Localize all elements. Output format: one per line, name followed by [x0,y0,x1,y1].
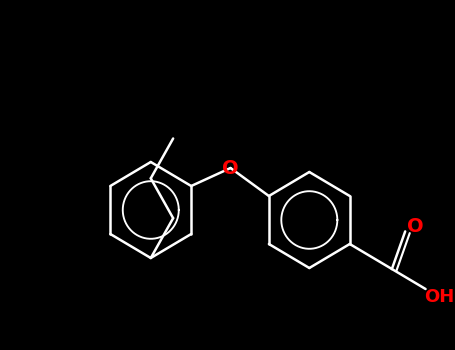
Text: O: O [222,159,239,177]
Text: OH: OH [424,288,454,306]
Text: O: O [407,217,423,236]
